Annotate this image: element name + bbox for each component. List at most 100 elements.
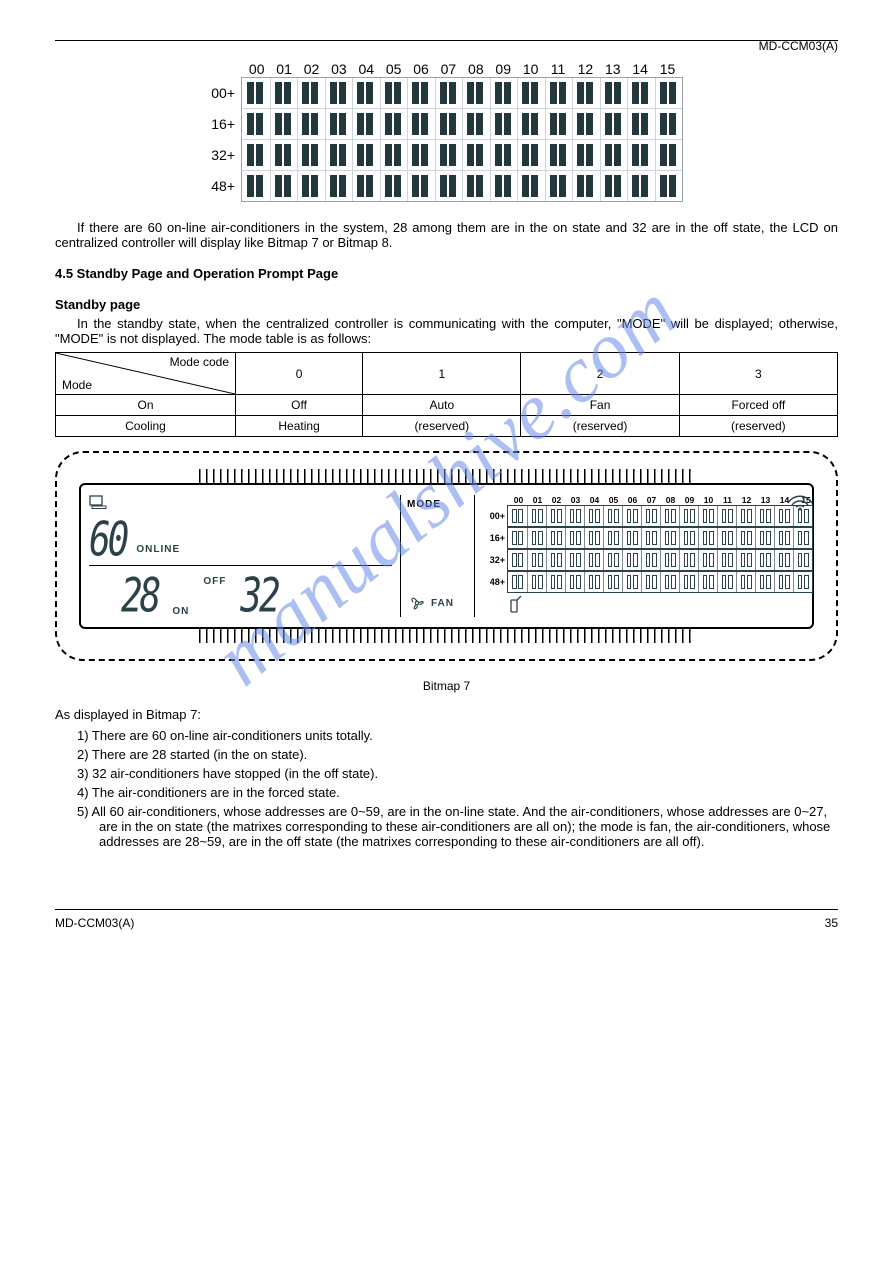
matrix-cell — [325, 109, 353, 139]
lcd-matrix-cell — [622, 572, 641, 592]
lcd-matrix-cell — [641, 550, 660, 570]
lcd-matrix-cell — [546, 506, 565, 526]
matrix-cell — [242, 140, 270, 170]
lcd-matrix-cell — [774, 572, 793, 592]
matrix-cell — [352, 78, 380, 108]
lcd-matrix-cell — [793, 528, 812, 548]
lcd-matrix-cell — [584, 572, 603, 592]
lcd-matrix-cell — [793, 550, 812, 570]
matrix-cell — [462, 109, 490, 139]
lcd-matrix-cell — [660, 506, 679, 526]
figure-caption-bitmap7: Bitmap 7 — [55, 679, 838, 693]
lcd-matrix-cell — [565, 550, 584, 570]
matrix-cell — [407, 109, 435, 139]
matrix-cell — [242, 78, 270, 108]
lcd-matrix-cell — [622, 506, 641, 526]
lcd-matrix-cell — [584, 506, 603, 526]
matrix-col-header: 00010203 04050607 08091011 12131415 — [243, 61, 685, 77]
lcd-matrix-cell — [565, 506, 584, 526]
matrix-cell — [655, 109, 683, 139]
on-count: 28 — [121, 570, 158, 623]
matrix-cell — [380, 140, 408, 170]
lcd-matrix-cell — [584, 528, 603, 548]
lcd-matrix-cell — [603, 506, 622, 526]
matrix-cell — [380, 78, 408, 108]
matrix-cell — [297, 78, 325, 108]
fan-label: FAN — [431, 598, 454, 609]
lcd-matrix-cell — [603, 572, 622, 592]
lcd-matrix-col-header: 00010203 04050607 08091011 12131415 — [509, 495, 818, 505]
matrix-cell — [627, 140, 655, 170]
footer-rule — [55, 909, 838, 910]
wifi-icon — [786, 491, 814, 517]
mode-label: MODE — [407, 499, 468, 510]
lcd-matrix-cell — [736, 506, 755, 526]
matrix-cell — [297, 140, 325, 170]
intro-paragraph: If there are 60 on-line air-conditioners… — [55, 220, 838, 250]
online-label: ONLINE — [136, 544, 180, 555]
matrix-cell — [380, 171, 408, 201]
lcd-matrix-cell — [698, 506, 717, 526]
matrix-cell — [572, 140, 600, 170]
matrix-cell — [270, 140, 298, 170]
matrix-cell — [352, 109, 380, 139]
matrix-cell — [627, 171, 655, 201]
matrix-cell — [325, 171, 353, 201]
lcd-matrix-cell — [679, 572, 698, 592]
lcd-matrix-cell — [755, 550, 774, 570]
lcd-matrix-cell — [641, 528, 660, 548]
matrix-cell — [490, 140, 518, 170]
lcd-matrix-cell — [755, 506, 774, 526]
lcd-matrix-cell — [717, 550, 736, 570]
matrix-cell — [517, 140, 545, 170]
matrix-cell — [600, 140, 628, 170]
lcd-matrix-cell — [698, 528, 717, 548]
matrix-cell — [545, 140, 573, 170]
matrix-cell — [572, 109, 600, 139]
computer-icon — [89, 495, 392, 514]
lcd-matrix-cell — [736, 528, 755, 548]
lcd-matrix-cell — [584, 550, 603, 570]
matrix-cell — [655, 78, 683, 108]
standby-paragraph: In the standby state, when the centraliz… — [55, 316, 838, 346]
lcd-matrix-cell — [527, 506, 546, 526]
matrix-cell — [517, 171, 545, 201]
lcd-matrix-cell — [736, 572, 755, 592]
remote-icon — [507, 596, 523, 619]
matrix-cell — [270, 109, 298, 139]
matrix-cell — [600, 109, 628, 139]
lcd-matrix-cell — [679, 506, 698, 526]
matrix-cell — [655, 140, 683, 170]
matrix-cell — [627, 109, 655, 139]
header-product: MD-CCM03(A) — [55, 39, 838, 53]
matrix-cell — [325, 140, 353, 170]
lcd-matrix-cell — [679, 528, 698, 548]
matrix-cell — [270, 78, 298, 108]
lcd-matrix-cell — [603, 528, 622, 548]
lcd-matrix-cell — [565, 572, 584, 592]
standby-subtitle: Standby page — [55, 297, 838, 312]
lcd-matrix-cell — [527, 572, 546, 592]
matrix-cell — [462, 78, 490, 108]
matrix-cell — [600, 78, 628, 108]
matrix-cell — [627, 78, 655, 108]
footer-product: MD-CCM03(A) — [55, 916, 134, 930]
matrix-cell — [545, 171, 573, 201]
lcd-matrix-cell — [546, 572, 565, 592]
lcd-matrix-cell — [527, 550, 546, 570]
lcd-matrix-cell — [755, 528, 774, 548]
lcd-matrix-cell — [546, 550, 565, 570]
lcd-matrix-cell — [603, 550, 622, 570]
matrix-cell — [572, 78, 600, 108]
matrix-cell — [352, 140, 380, 170]
matrix-cell — [462, 140, 490, 170]
matrix-cell — [297, 109, 325, 139]
lcd-matrix-cell — [717, 506, 736, 526]
lcd-matrix-cell — [565, 528, 584, 548]
online-count: 60 — [89, 514, 126, 567]
lcd-figure: 60 ONLINE 28 ON OFF 32 MODE FAN — [55, 451, 838, 661]
online-matrix-figure: 00010203 04050607 08091011 12131415 00+ … — [195, 61, 685, 202]
matrix-cell — [655, 171, 683, 201]
fan-icon — [407, 593, 427, 613]
section-4-5-title: 4.5 Standby Page and Operation Prompt Pa… — [55, 266, 838, 281]
